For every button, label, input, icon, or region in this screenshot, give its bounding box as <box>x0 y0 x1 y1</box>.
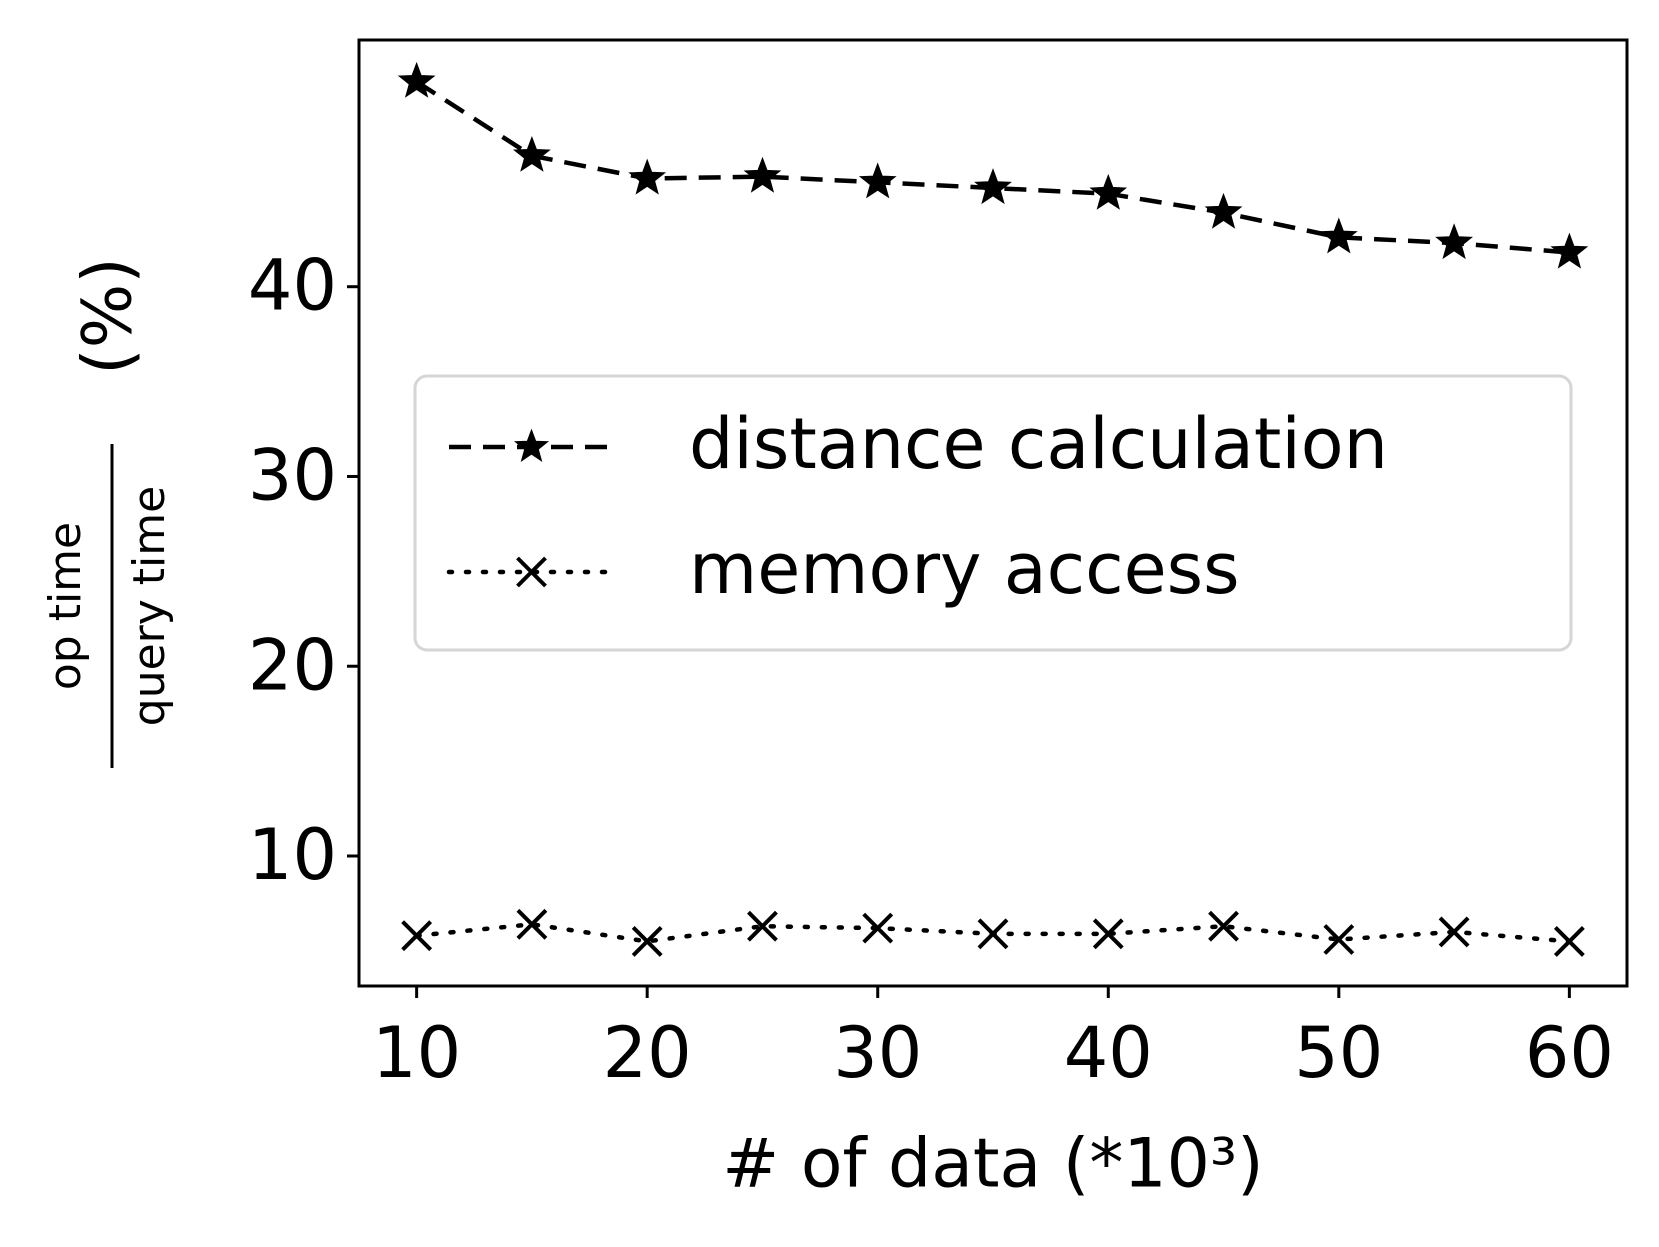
marker <box>1553 925 1585 957</box>
y-tick-label: 30 <box>248 435 337 517</box>
marker <box>631 925 663 957</box>
x-tick-label: 30 <box>833 1012 922 1094</box>
marker <box>1092 918 1124 950</box>
x-tick-label: 20 <box>603 1012 692 1094</box>
x-tick-label: 60 <box>1525 1012 1614 1094</box>
legend-marker <box>513 428 550 462</box>
y-label: op time query time (%) <box>40 257 175 768</box>
legend-marker <box>516 556 547 588</box>
x-tick-label: 10 <box>372 1012 461 1094</box>
marker <box>401 920 433 952</box>
y-tick-label: 20 <box>248 624 337 706</box>
marker <box>974 168 1012 205</box>
legend-box <box>413 374 1573 652</box>
legend-label: memory access <box>689 528 1240 610</box>
y-label-denominator: query time <box>124 486 175 726</box>
marker <box>977 918 1009 950</box>
marker <box>1435 223 1474 260</box>
series-line <box>415 79 1570 255</box>
x-label: # of data (*10³) <box>722 1125 1263 1204</box>
y-label-numerator: op time <box>40 522 91 690</box>
marker <box>1320 217 1358 254</box>
marker <box>512 135 551 172</box>
marker <box>1089 173 1128 210</box>
marker <box>628 158 667 195</box>
legend: distance calculation memory access <box>413 374 1573 652</box>
marker <box>397 61 436 98</box>
marker <box>862 912 894 944</box>
marker <box>1550 232 1589 269</box>
plot-frame <box>357 38 1629 988</box>
marker <box>747 910 778 942</box>
x-tick-label: 40 <box>1064 1012 1153 1094</box>
marker <box>1204 192 1243 229</box>
x-tick-label: 50 <box>1294 1012 1383 1094</box>
marker <box>1438 916 1470 948</box>
y-tick-label: 10 <box>248 814 337 896</box>
marker <box>743 156 782 193</box>
marker <box>1323 924 1355 955</box>
legend-label: distance calculation <box>689 403 1388 485</box>
marker <box>858 162 897 199</box>
y-label-unit: (%) <box>69 257 148 375</box>
y-tick-label: 40 <box>248 245 337 327</box>
marker <box>1208 910 1239 942</box>
marker <box>516 908 548 940</box>
